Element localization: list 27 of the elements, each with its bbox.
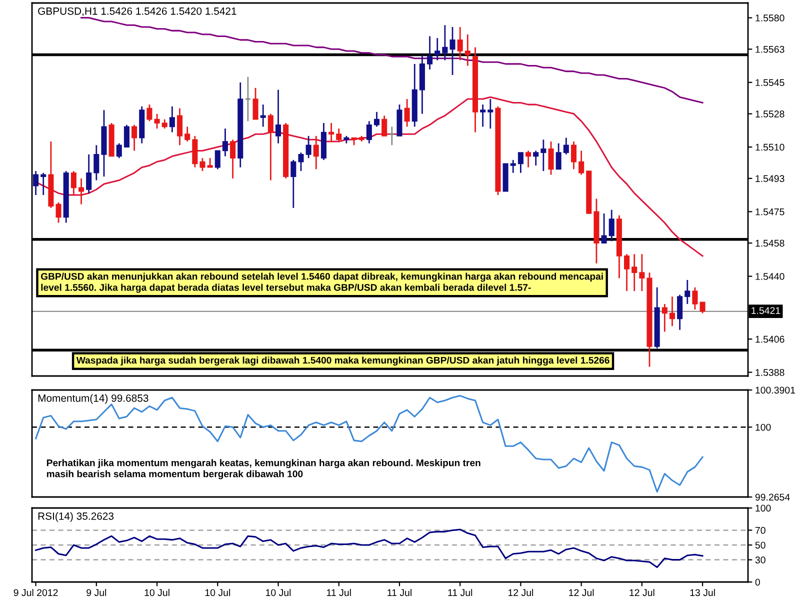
chart-title: Momentum(14) 99.6853 xyxy=(38,394,148,404)
y-tick-label: 50 xyxy=(755,542,766,549)
x-tick-label: 12 Jul xyxy=(630,588,654,596)
x-tick-label: 10 Jul xyxy=(205,588,230,596)
y-tick-label: 99.2654 xyxy=(755,494,790,501)
x-tick-label: 9 Jul 2012 xyxy=(14,588,58,596)
x-tick-label: 11 Jul xyxy=(326,588,351,596)
y-tick-label: 1.5388 xyxy=(756,369,784,376)
y-tick-label: 100 xyxy=(756,424,771,431)
x-tick-label: 9 Jul xyxy=(86,588,106,596)
line-series xyxy=(35,394,704,493)
x-tick-label: 11 Jul xyxy=(448,588,472,596)
x-tick-label: 12 Jul xyxy=(569,588,594,596)
y-tick-label: 70 xyxy=(755,526,766,534)
x-tick-label: 11 Jul xyxy=(388,588,412,596)
x-tick-label: 10 Jul xyxy=(144,588,170,596)
chart-title: RSI(14) 35.2623 xyxy=(38,512,114,522)
y-tick-label: 100 xyxy=(756,504,771,512)
y-tick-label: 0 xyxy=(755,578,760,586)
x-tick-label: 10 Jul xyxy=(266,588,291,596)
y-tick-label: 100.3901 xyxy=(756,386,796,394)
x-tick-label: 12 Jul xyxy=(508,588,534,596)
annotation: Perhatikan jika momentum mengarah keatas, kemungkinan harga akan rebound. Meskipun tren masih bearish selama momentum bergerak dibawah 100 xyxy=(46,459,480,480)
candlestick xyxy=(33,170,39,196)
x-tick-label: 13 Jul xyxy=(690,588,715,596)
y-tick-label: 30 xyxy=(755,556,766,564)
line-series xyxy=(35,528,704,568)
